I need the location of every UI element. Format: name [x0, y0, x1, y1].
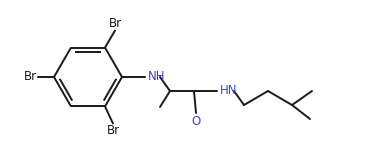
Text: Br: Br	[24, 71, 37, 84]
Text: Br: Br	[108, 17, 122, 30]
Text: NH: NH	[148, 71, 166, 84]
Text: HN: HN	[220, 84, 237, 97]
Text: Br: Br	[107, 124, 119, 137]
Text: O: O	[191, 115, 201, 128]
